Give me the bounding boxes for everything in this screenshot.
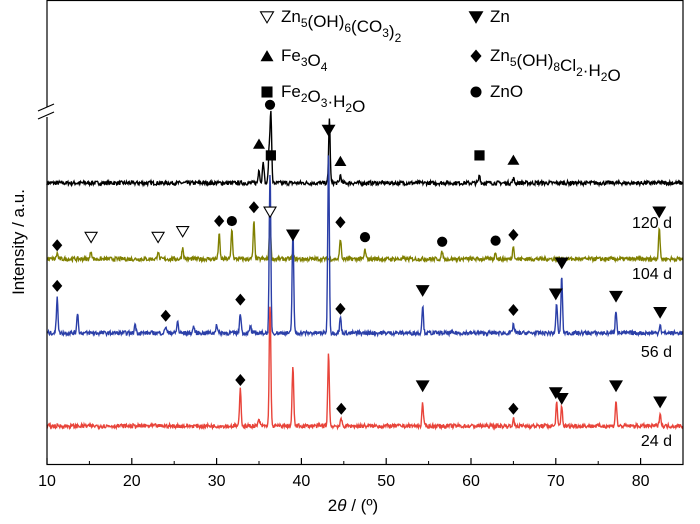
triangle-down-marker <box>263 206 277 219</box>
triangle-down-marker <box>151 231 166 244</box>
plot-area: 120 d 104 d 56 d 24 d <box>46 110 684 450</box>
x-tick-label: 10 <box>38 473 56 490</box>
x-axis-ticks: 10 20 30 40 50 60 70 80 <box>38 458 650 490</box>
diamond-marker <box>235 293 246 306</box>
diamond-marker <box>335 216 346 229</box>
triangle-up-marker <box>253 138 265 149</box>
triangle-down-marker <box>321 124 336 137</box>
series-line-24d <box>46 306 684 431</box>
triangle-up-marker <box>334 155 347 166</box>
triangle-down-marker <box>653 306 668 319</box>
diamond-marker <box>336 402 347 415</box>
series-line-104d <box>46 221 684 264</box>
diamond-marker <box>214 215 225 228</box>
legend-item: ZnO <box>470 82 523 101</box>
circle-marker <box>359 232 371 243</box>
series-label: 120 d <box>632 215 672 232</box>
triangle-down-icon <box>259 11 275 24</box>
circle-icon <box>470 86 482 98</box>
axis-break-marks <box>37 103 55 120</box>
series-label: 104 d <box>632 266 672 283</box>
triangle-down-marker <box>652 206 667 219</box>
diamond-marker <box>508 304 519 316</box>
x-tick-label: 40 <box>293 473 311 490</box>
diamond-marker <box>160 309 171 322</box>
diamond-marker <box>508 402 519 415</box>
legend-label: Fe3O4 <box>281 46 328 74</box>
triangle-down-marker <box>548 288 563 301</box>
triangle-down-marker <box>554 257 569 270</box>
square-icon <box>261 86 273 98</box>
phase-markers <box>52 99 668 415</box>
legend-label: Zn <box>490 7 510 26</box>
circle-marker <box>490 235 501 246</box>
legend-item: Fe2O3·H2O <box>261 82 365 116</box>
circle-marker <box>226 215 237 227</box>
x-tick-label: 50 <box>377 473 395 490</box>
diamond-icon <box>470 49 482 63</box>
legend-label: Fe2O3·H2O <box>281 82 365 116</box>
x-tick-label: 80 <box>632 473 650 490</box>
x-tick-label: 30 <box>208 473 226 490</box>
legend-item: Zn5(OH)6(CO3)2 <box>259 7 402 45</box>
series-line-56d <box>46 155 684 338</box>
triangle-down-marker <box>554 393 569 405</box>
triangle-down-marker <box>609 290 623 303</box>
series-label: 56 d <box>641 344 672 361</box>
triangle-down-marker <box>175 226 190 238</box>
x-tick-label: 60 <box>462 473 480 490</box>
triangle-down-marker <box>415 285 430 297</box>
x-tick-label: 20 <box>123 473 141 490</box>
square-marker <box>265 150 276 161</box>
series-line-120d <box>46 110 684 188</box>
triangle-down-marker <box>285 229 300 242</box>
triangle-down-marker <box>548 387 563 400</box>
plot-frame <box>46 0 684 466</box>
legend-label: ZnO <box>490 82 523 101</box>
triangle-down-marker <box>84 231 99 244</box>
axes: 10 20 30 40 50 60 70 80 <box>37 0 684 490</box>
y-axis-label: Intensity / a.u. <box>9 189 28 295</box>
legend-label: Zn5(OH)6(CO3)2 <box>281 7 402 45</box>
diamond-marker <box>335 302 346 315</box>
legend-item: Fe3O4 <box>260 46 328 74</box>
x-tick-label: 70 <box>547 473 565 490</box>
triangle-down-marker <box>653 396 668 409</box>
triangle-down-marker <box>415 380 430 393</box>
triangle-up-marker <box>507 154 520 165</box>
series-label: 24 d <box>641 433 672 450</box>
square-marker <box>474 150 485 161</box>
diamond-marker <box>248 201 260 214</box>
diamond-marker <box>52 279 63 292</box>
legend-label: Zn5(OH)8Cl2·H2O <box>490 46 621 85</box>
circle-marker <box>437 236 448 247</box>
diamond-marker <box>52 239 63 252</box>
triangle-up-icon <box>260 50 274 62</box>
legend-item: Zn <box>468 7 510 26</box>
triangle-down-marker <box>609 380 623 393</box>
diamond-marker <box>235 374 246 386</box>
legend-item: Zn5(OH)8Cl2·H2O <box>470 46 621 85</box>
x-axis-label: 2θ / (º) <box>328 496 378 515</box>
diamond-marker <box>508 228 519 241</box>
triangle-down-icon <box>468 11 484 24</box>
circle-marker <box>264 99 276 110</box>
